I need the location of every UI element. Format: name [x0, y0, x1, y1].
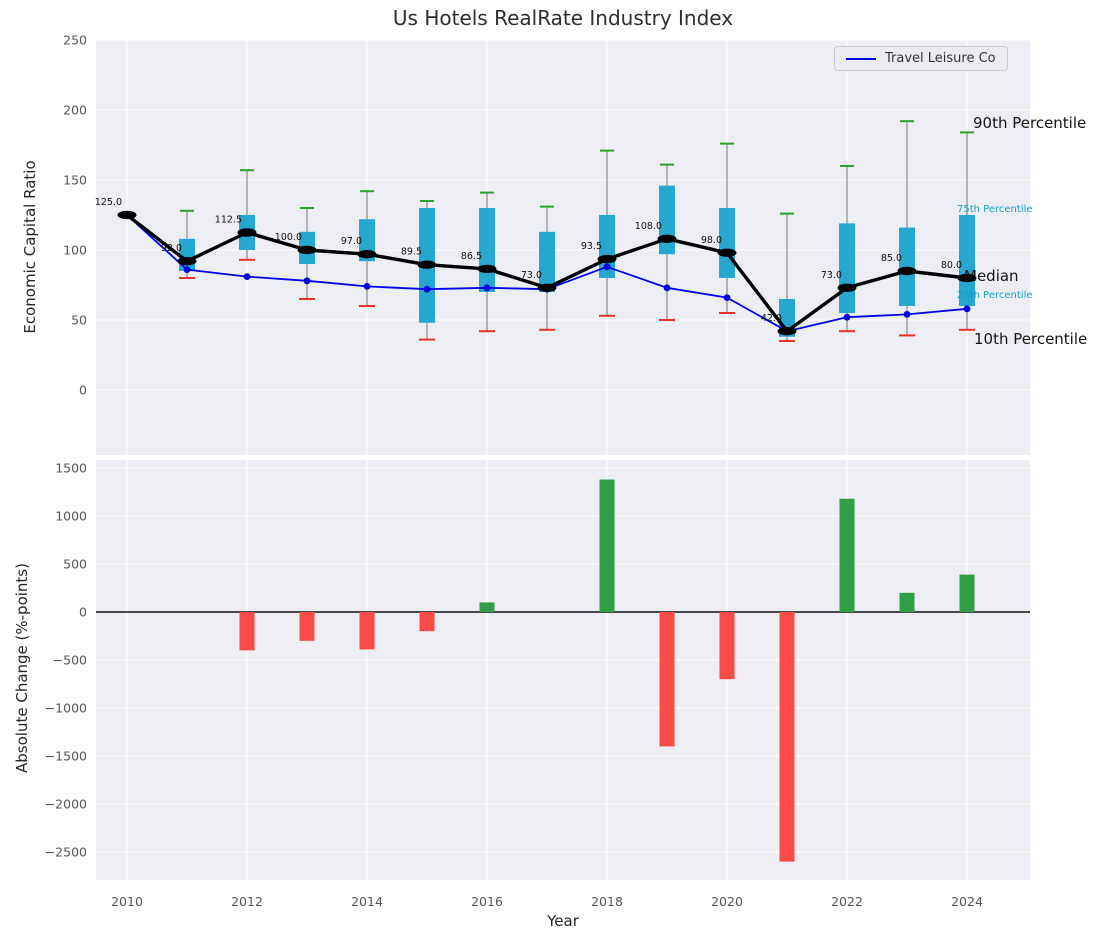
company-marker: [363, 283, 371, 290]
y-tick-label: 250: [63, 33, 87, 48]
median-marker: [417, 260, 437, 269]
legend-label: Travel Leisure Co: [885, 51, 996, 66]
median-value-label: 125.0: [95, 197, 122, 208]
y-tick-label: 1000: [55, 509, 87, 524]
y-tick-label: 1500: [55, 461, 87, 476]
median-marker: [357, 250, 377, 259]
median-value-label: 93.5: [581, 241, 602, 252]
y-tick-label: −1500: [45, 749, 87, 764]
change-bar-2021: [779, 612, 795, 862]
y-tick-label: 150: [63, 173, 87, 188]
x-tick-label: 2012: [231, 894, 263, 909]
percentile-box-2023: [899, 227, 915, 306]
median-value-label: 89.5: [401, 247, 422, 258]
company-marker: [423, 285, 431, 293]
median-marker: [297, 245, 317, 255]
x-tick-label: 2020: [711, 894, 743, 909]
y-tick-label: −500: [53, 653, 87, 668]
median-marker: [777, 327, 797, 336]
median-value-label: 100.0: [275, 232, 302, 243]
company-marker: [183, 266, 191, 273]
median-marker: [237, 228, 257, 237]
legend-line-icon: [846, 57, 876, 60]
median-value-label: 85.0: [881, 253, 902, 264]
x-tick-label: 2010: [111, 894, 143, 909]
ylabel-absolute-change: Absolute Change (%-points): [13, 563, 31, 773]
median-value-label: 92.0: [161, 243, 182, 254]
company-marker: [243, 273, 251, 280]
company-marker: [663, 284, 671, 292]
median-marker: [957, 273, 977, 283]
median-value-label: 86.5: [461, 251, 482, 262]
percentile-box-2022: [839, 223, 855, 313]
company-marker: [723, 294, 731, 301]
median-marker: [477, 264, 497, 274]
y-tick-label: 500: [63, 557, 87, 572]
percentile-box-2024: [959, 215, 975, 306]
median-marker: [177, 257, 197, 266]
ylabel-economic-capital-ratio: Economic Capital Ratio: [21, 160, 39, 334]
y-tick-label: 50: [71, 313, 87, 328]
median-value-label: 73.0: [821, 270, 842, 281]
company-marker: [843, 313, 851, 321]
change-bar-2019: [659, 612, 675, 747]
annotation-90th-percentile: 90th Percentile: [973, 114, 1087, 132]
y-tick-label: 100: [63, 243, 87, 258]
median-marker: [717, 248, 737, 257]
x-tick-label: 2022: [831, 894, 863, 909]
median-value-label: 97.0: [341, 236, 362, 247]
median-marker: [117, 210, 137, 220]
change-bar-2014: [359, 612, 375, 650]
change-bar-2015: [419, 612, 435, 632]
median-marker: [837, 283, 857, 292]
median-marker: [597, 254, 617, 264]
median-value-label: 98.0: [701, 235, 722, 246]
legend: Travel Leisure Co: [834, 46, 1008, 71]
xlabel-year: Year: [547, 912, 579, 930]
change-bar-2022: [839, 498, 855, 612]
median-value-label: 42.0: [761, 313, 782, 324]
change-bar-2024: [959, 574, 975, 612]
annotation-median: Median: [964, 267, 1019, 285]
company-marker: [963, 305, 971, 313]
annotation-25th-percentile: 25th Percentile: [957, 290, 1033, 301]
annotation-10th-percentile: 10th Percentile: [974, 330, 1088, 348]
change-bar-2016: [479, 602, 495, 612]
change-bar-2012: [239, 612, 255, 651]
x-tick-label: 2024: [951, 894, 983, 909]
top-plot-area: [96, 40, 1030, 455]
median-value-label: 80.0: [941, 260, 962, 271]
median-value-label: 108.0: [635, 221, 662, 232]
x-tick-label: 2016: [471, 894, 503, 909]
y-tick-label: 0: [79, 383, 87, 398]
change-bar-2020: [719, 612, 735, 680]
change-bar-2018: [599, 479, 615, 612]
y-tick-label: −1000: [45, 701, 87, 716]
company-marker: [303, 277, 311, 285]
page-title: Us Hotels RealRate Industry Index: [392, 6, 734, 30]
y-tick-label: −2500: [45, 845, 87, 860]
company-marker: [903, 311, 911, 318]
annotation-75th-percentile: 75th Percentile: [957, 204, 1033, 215]
bottom-plot-area: [96, 460, 1030, 880]
company-marker: [603, 263, 611, 271]
median-marker: [897, 266, 917, 276]
y-tick-label: −2000: [45, 797, 87, 812]
company-marker: [483, 284, 491, 292]
percentile-box-2017: [539, 231, 555, 292]
median-marker: [657, 234, 677, 243]
median-marker: [537, 283, 557, 292]
median-value-label: 112.5: [215, 215, 242, 226]
y-tick-label: 0: [79, 605, 87, 620]
x-tick-label: 2018: [591, 894, 623, 909]
change-bar-2013: [299, 612, 315, 641]
y-tick-label: 200: [63, 103, 87, 118]
median-value-label: 73.0: [521, 270, 542, 281]
change-bar-2023: [899, 592, 915, 612]
x-tick-label: 2014: [351, 894, 383, 909]
